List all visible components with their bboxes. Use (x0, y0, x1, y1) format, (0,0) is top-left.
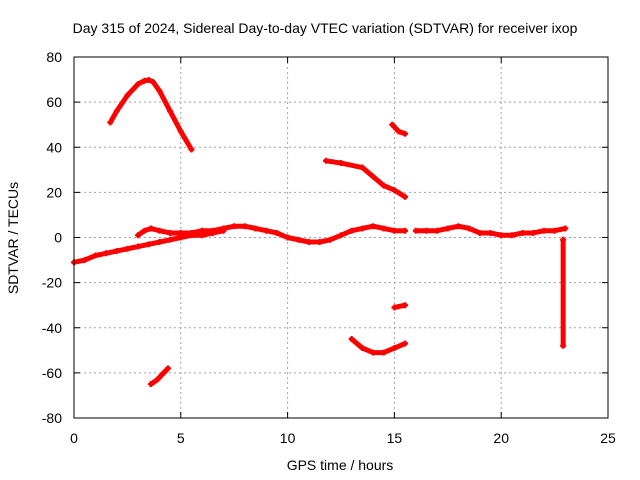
x-tick-label: 5 (177, 430, 185, 446)
series-line (391, 302, 408, 310)
x-tick-label: 15 (387, 430, 403, 446)
series-arc-high-3 (389, 121, 409, 137)
y-tick-label: -60 (42, 365, 62, 381)
y-tick-label: 60 (46, 94, 62, 110)
ticks-layer: 0 5 10 15 20 25 -80 -60 -40 -20 0 20 40 60 80 (42, 49, 616, 446)
series-line (323, 158, 408, 200)
y-tick-label: -40 (42, 320, 62, 336)
series-arc-main-a (71, 227, 227, 266)
y-tick-label: 40 (46, 139, 62, 155)
series-line (389, 122, 408, 137)
series-isolated (560, 236, 567, 349)
series-line (349, 336, 408, 356)
y-axis-label: SDTVAR / TECUs (5, 182, 21, 294)
y-tick-label: -20 (42, 275, 62, 291)
series-line (107, 77, 194, 153)
y-tick-label: -80 (42, 410, 62, 426)
series-arc-high-1 (107, 77, 195, 153)
series-line (71, 228, 227, 265)
chart-title: Day 315 of 2024, Sidereal Day-to-day VTE… (73, 20, 578, 36)
series-line (148, 365, 171, 387)
x-tick-label: 10 (280, 430, 296, 446)
series-arc-low-2 (348, 336, 409, 356)
y-tick-label: 0 (54, 230, 62, 246)
y-tick-label: 20 (46, 184, 62, 200)
series-arc-main-c (412, 223, 569, 239)
series-line (413, 223, 568, 238)
y-tick-label: 80 (46, 49, 62, 65)
x-tick-label: 25 (600, 430, 616, 446)
x-tick-label: 0 (70, 430, 78, 446)
data-points (71, 77, 569, 388)
x-axis-label: GPS time / hours (287, 457, 394, 473)
series-arc-low-1 (147, 365, 171, 388)
series-line (135, 223, 408, 245)
x-tick-label: 20 (493, 430, 509, 446)
series-arc-low-3 (391, 302, 409, 311)
plot-frame (73, 56, 609, 419)
series-arc-high-2 (323, 157, 409, 200)
series-arc-main-b (135, 223, 409, 246)
